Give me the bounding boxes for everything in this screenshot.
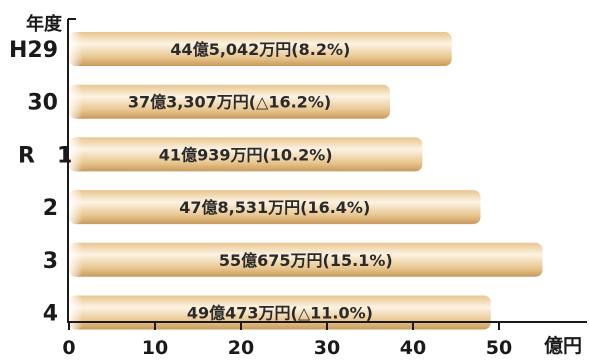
- category-label: 2: [43, 196, 58, 221]
- category-label: 4: [43, 302, 58, 327]
- bar-data-label: 44億5,042万円(8.2%): [170, 40, 350, 59]
- category-label: 3: [43, 249, 58, 274]
- bar: [69, 84, 391, 119]
- x-tick-label: 20: [228, 337, 254, 359]
- bar-data-label: 37億3,307万円(△16.2%): [128, 93, 331, 112]
- bar-data-label: 55億675万円(15.1%): [219, 251, 393, 270]
- bar: [69, 137, 423, 172]
- y-axis-header: 年度: [26, 13, 63, 35]
- bar-data-label: 47億8,531万円(16.4%): [179, 198, 370, 217]
- bar-row: 44億5,042万円(8.2%): [69, 32, 452, 66]
- x-tick-label: 10: [142, 337, 168, 359]
- x-tick-label: 0: [62, 337, 75, 359]
- bar-row: 47億8,531万円(16.4%): [69, 190, 481, 225]
- bar-data-label: 41億939万円(10.2%): [159, 145, 333, 164]
- bar-row: 37億3,307万円(△16.2%): [69, 84, 391, 119]
- category-label: H29: [9, 38, 58, 63]
- bar: [69, 32, 452, 66]
- category-label: R 1: [18, 143, 72, 168]
- x-tick-label: 30: [314, 337, 340, 359]
- x-tick-label: 50: [486, 337, 512, 359]
- bar-left-highlight: [69, 242, 83, 277]
- bars-group: 44億5,042万円(8.2%) H29 37億3,307万円(△16.2%) 30 4…: [9, 32, 543, 330]
- bar-left-highlight: [69, 84, 83, 119]
- x-ticks-group: 0 10 20 30 40 50: [62, 322, 512, 359]
- x-axis-unit: 億円: [544, 334, 582, 357]
- bar: [69, 190, 481, 225]
- bar-row: 55億675万円(15.1%): [69, 242, 543, 277]
- category-label: 30: [27, 91, 58, 116]
- bar-left-highlight: [69, 137, 83, 172]
- bar: [69, 242, 543, 277]
- bar-left-highlight: [69, 190, 83, 225]
- bar-row: 49億473万円(△11.0%): [69, 295, 491, 330]
- bar-left-highlight: [69, 32, 83, 66]
- bar-data-label: 49億473万円(△11.0%): [187, 304, 373, 323]
- x-tick-label: 40: [400, 337, 426, 359]
- bar-left-highlight: [69, 295, 83, 330]
- bar-row: 41億939万円(10.2%): [69, 137, 423, 172]
